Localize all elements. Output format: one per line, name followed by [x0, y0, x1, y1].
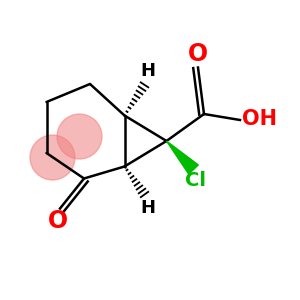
Text: O: O	[188, 42, 208, 66]
Text: Cl: Cl	[184, 171, 206, 190]
Text: OH: OH	[242, 110, 277, 129]
Circle shape	[30, 135, 75, 180]
Text: H: H	[140, 62, 155, 80]
Polygon shape	[167, 141, 198, 174]
Text: O: O	[47, 209, 68, 233]
Circle shape	[57, 114, 102, 159]
Text: H: H	[140, 199, 155, 217]
